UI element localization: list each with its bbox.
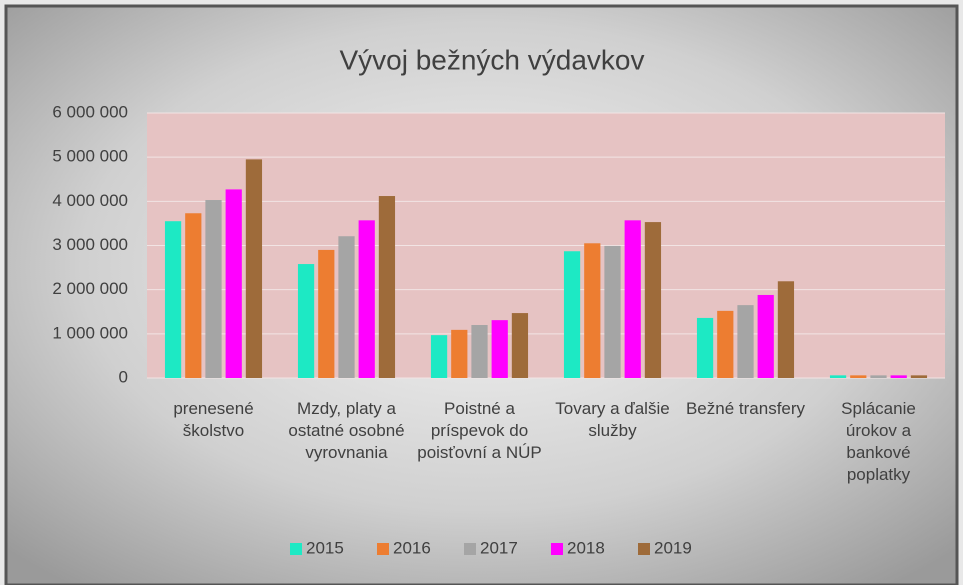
- bar: [451, 329, 468, 378]
- bar: [624, 220, 641, 378]
- x-tick-label: prenesené školstvo: [173, 399, 254, 440]
- bar: [777, 281, 795, 378]
- bar: [185, 213, 202, 378]
- legend-label: 2019: [654, 538, 692, 557]
- bar: [297, 264, 315, 378]
- bar: [737, 305, 754, 378]
- bar: [205, 200, 222, 378]
- bar: [890, 375, 907, 378]
- legend-swatch: [551, 543, 563, 555]
- x-tick-label: Bežné transfery: [685, 399, 806, 418]
- bar: [604, 245, 621, 378]
- bar: [164, 221, 182, 378]
- bar: [511, 313, 529, 378]
- bar: [584, 243, 601, 378]
- bar: [491, 320, 508, 378]
- legend-swatch: [638, 543, 650, 555]
- bar: [245, 159, 263, 378]
- legend-swatch: [290, 543, 302, 555]
- bar: [471, 325, 488, 378]
- y-tick-label: 2 000 000: [52, 279, 128, 298]
- bar: [757, 294, 774, 378]
- bar: [829, 375, 847, 378]
- bar: [563, 251, 581, 378]
- y-tick-label: 0: [119, 367, 128, 386]
- legend-label: 2016: [393, 538, 431, 557]
- bar: [850, 375, 867, 378]
- chart-title: Vývoj bežných výdavkov: [339, 44, 644, 75]
- y-tick-label: 3 000 000: [52, 235, 128, 254]
- bar: [870, 375, 887, 378]
- legend-label: 2017: [480, 538, 518, 557]
- y-tick-label: 5 000 000: [52, 147, 128, 166]
- y-tick-label: 6 000 000: [52, 102, 128, 121]
- bar: [318, 249, 335, 378]
- bar: [910, 375, 928, 378]
- legend-label: 2015: [306, 538, 344, 557]
- legend-label: 2018: [567, 538, 605, 557]
- bar: [430, 335, 448, 378]
- bar: [717, 310, 734, 378]
- legend-swatch: [464, 543, 476, 555]
- x-tick-label: Poistné a príspevok do poisťovní a NÚP: [417, 399, 542, 462]
- x-tick-label: Splácanie úrokov a bankové poplatky: [841, 399, 916, 484]
- y-tick-label: 1 000 000: [52, 323, 128, 342]
- bar: [378, 196, 396, 378]
- bar: [644, 222, 662, 378]
- x-tick-label: Tovary a ďalšie služby: [555, 399, 670, 440]
- legend-swatch: [377, 543, 389, 555]
- bar: [338, 236, 355, 378]
- y-tick-label: 4 000 000: [52, 191, 128, 210]
- bar: [358, 220, 375, 378]
- x-tick-label: Mzdy, platy a ostatné osobné vyrovnania: [288, 399, 405, 462]
- bar: [225, 189, 242, 378]
- bar: [696, 317, 714, 378]
